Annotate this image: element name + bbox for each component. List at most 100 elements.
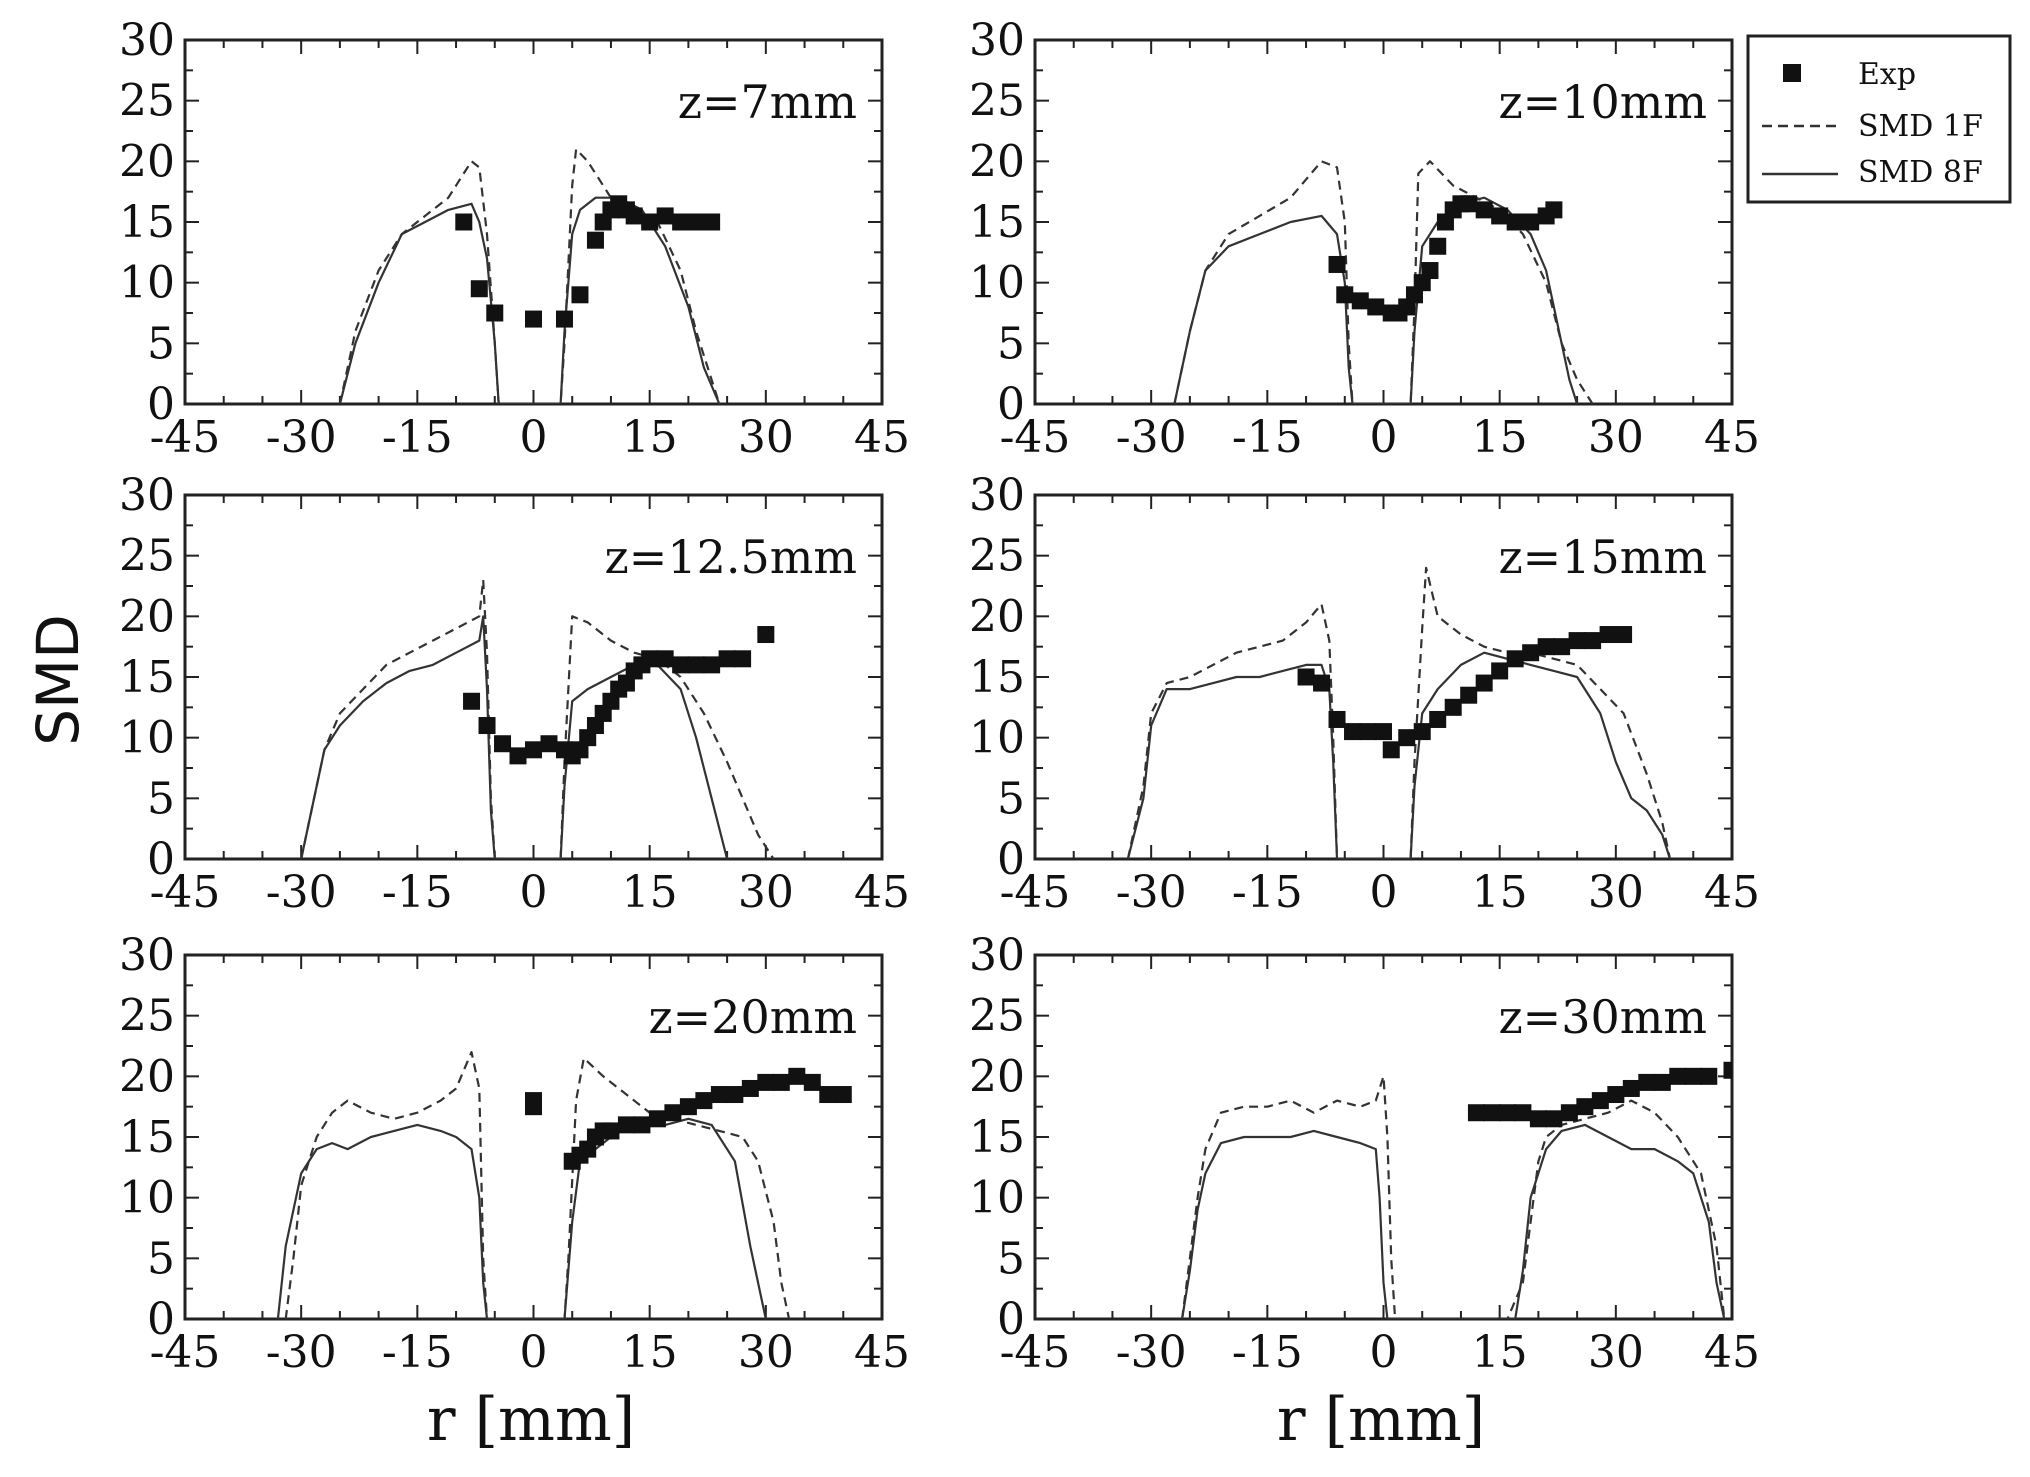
series-smd8f-line xyxy=(338,196,721,404)
exp-point xyxy=(687,213,705,231)
exp-point xyxy=(1491,662,1509,680)
y-tick-label: 5 xyxy=(997,773,1025,824)
y-tick-label: 10 xyxy=(969,1173,1025,1224)
exp-point xyxy=(571,286,589,304)
panel-label: z=10mm xyxy=(1498,75,1707,129)
series-smd1f-line xyxy=(1173,160,1594,404)
y-tick-label: 30 xyxy=(969,15,1025,66)
x-tick-label: -45 xyxy=(150,867,221,918)
panel-4: -45 -30 -15 0 15 30 45 0 5 10 15 20 25 30 z=15mm xyxy=(969,470,1760,918)
exp-point xyxy=(586,231,604,249)
x-tick-label: -15 xyxy=(1232,1327,1303,1378)
y-tick-label: 5 xyxy=(997,1233,1025,1284)
x-tick-label: 45 xyxy=(854,867,910,918)
series-smd1f-line xyxy=(300,578,775,859)
exp-point xyxy=(1506,650,1524,668)
x-tick-label: -45 xyxy=(150,1327,221,1378)
exp-point xyxy=(1398,729,1416,747)
x-tick-label: -15 xyxy=(1232,867,1303,918)
y-tick-label: 0 xyxy=(997,834,1025,885)
exp-point xyxy=(641,213,659,231)
series-smd1f-line xyxy=(1181,1075,1726,1319)
exp-point xyxy=(757,1073,775,1091)
panel-2: -45 -30 -15 0 15 30 45 0 5 10 15 20 25 30 z=10mm xyxy=(969,15,1760,463)
exp-point xyxy=(1529,1110,1547,1128)
exp-point xyxy=(710,1086,728,1104)
exp-point xyxy=(687,656,705,674)
x-tick-label: -15 xyxy=(382,1327,453,1378)
x-tick-label: -30 xyxy=(266,1327,337,1378)
exp-point xyxy=(1336,286,1354,304)
x-tick-label: 0 xyxy=(520,1327,548,1378)
exp-point xyxy=(788,1067,806,1085)
panel-5: -45 -30 -15 0 15 30 45 0 5 10 15 20 25 30 z=20mm xyxy=(119,930,910,1378)
y-tick-label: 10 xyxy=(119,713,175,764)
y-tick-label: 20 xyxy=(969,136,1025,187)
y-tick-label: 30 xyxy=(119,930,175,981)
y-tick-label: 10 xyxy=(119,258,175,309)
x-tick-label: 0 xyxy=(1370,1327,1398,1378)
exp-point xyxy=(525,1098,542,1116)
exp-point xyxy=(1723,1061,1732,1079)
exp-point xyxy=(734,650,752,668)
x-tick-label: 30 xyxy=(1588,867,1644,918)
exp-point xyxy=(540,735,558,753)
exp-point xyxy=(602,1122,620,1140)
y-tick-label: 30 xyxy=(969,930,1025,981)
exp-point xyxy=(757,626,775,644)
y-tick-label: 25 xyxy=(969,991,1025,1042)
exp-point xyxy=(509,747,527,765)
exp-point xyxy=(819,1086,837,1104)
series-smd8f-line xyxy=(1173,196,1579,404)
exp-point xyxy=(617,1116,635,1134)
y-tick-label: 30 xyxy=(119,470,175,521)
y-tick-label: 0 xyxy=(997,1294,1025,1345)
y-tick-label: 5 xyxy=(147,773,175,824)
exp-point xyxy=(726,1086,744,1104)
y-tick-label: 15 xyxy=(969,197,1025,248)
panel-label: z=20mm xyxy=(648,990,857,1044)
legend: Exp SMD 1F SMD 8F xyxy=(1746,34,2012,204)
y-tick-label: 15 xyxy=(969,1112,1025,1163)
exp-point xyxy=(1367,298,1385,316)
x-tick-label: 30 xyxy=(738,412,794,463)
exp-point xyxy=(625,207,643,225)
x-tick-label: 30 xyxy=(1588,412,1644,463)
plot-area xyxy=(300,578,775,859)
x-tick-label: 0 xyxy=(520,412,548,463)
exp-point xyxy=(1429,710,1447,728)
legend-exp-label: Exp xyxy=(1858,57,1916,92)
exp-point xyxy=(486,304,504,322)
exp-point xyxy=(525,741,542,759)
exp-point xyxy=(1444,698,1462,716)
series-smd8f-line xyxy=(1181,1123,1726,1319)
series-smd1f-line xyxy=(1126,566,1672,859)
exp-point xyxy=(1545,201,1563,219)
exp-point xyxy=(1421,262,1439,280)
exp-point xyxy=(1328,255,1346,273)
exp-point xyxy=(1599,626,1617,644)
y-tick-label: 0 xyxy=(147,834,175,885)
panel-label: z=30mm xyxy=(1498,990,1707,1044)
exp-point xyxy=(656,207,674,225)
x-tick-label: 45 xyxy=(1704,412,1760,463)
plot-area xyxy=(338,148,721,404)
x-axis-title-left: r [mm] xyxy=(427,1385,635,1455)
exp-point xyxy=(1475,201,1493,219)
panel-6: -45 -30 -15 0 15 30 45 0 5 10 15 20 25 30 z=30mm xyxy=(969,930,1760,1378)
exp-point xyxy=(1491,207,1509,225)
exp-point xyxy=(1684,1067,1702,1085)
x-tick-label: -30 xyxy=(1116,1327,1187,1378)
exp-point xyxy=(1359,723,1377,741)
y-tick-label: 20 xyxy=(969,1051,1025,1102)
x-tick-label: 45 xyxy=(854,1327,910,1378)
series-smd1f-line xyxy=(284,1050,791,1319)
x-tick-label: 0 xyxy=(1370,412,1398,463)
x-tick-label: 45 xyxy=(1704,1327,1760,1378)
x-tick-label: 30 xyxy=(738,1327,794,1378)
panel-3: -45 -30 -15 0 15 30 45 0 5 10 15 20 25 30 z=12.5mm xyxy=(119,470,910,918)
exp-point xyxy=(1591,1092,1609,1110)
exp-point xyxy=(1576,1098,1594,1116)
